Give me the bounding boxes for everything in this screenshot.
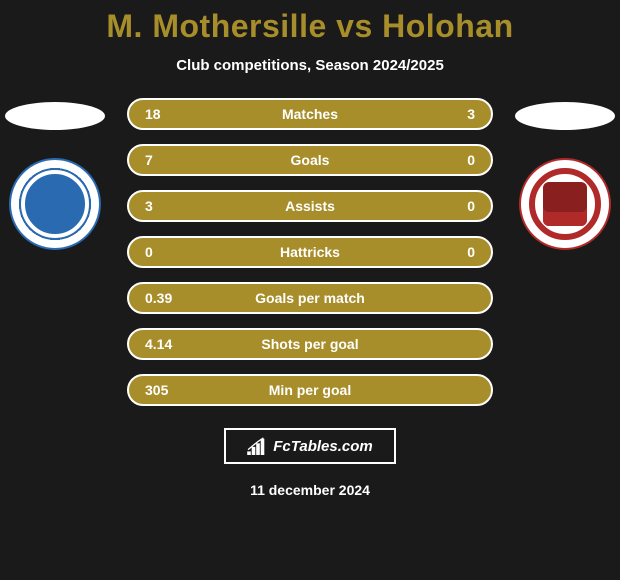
stat-label: Assists [129, 198, 491, 214]
brand-text: FcTables.com [273, 438, 372, 455]
photo-placeholder-right [515, 102, 615, 130]
subtitle: Club competitions, Season 2024/2025 [0, 57, 620, 74]
brand-icon [247, 437, 269, 455]
club-crest-right [519, 158, 611, 250]
stat-row: 0Hattricks0 [127, 236, 493, 268]
stat-row: 18Matches3 [127, 98, 493, 130]
stat-row: 0.39Goals per match [127, 282, 493, 314]
stat-row: 3Assists0 [127, 190, 493, 222]
stats-list: 18Matches3 7Goals0 3Assists0 0Hattricks0 0.3… [127, 98, 493, 406]
stat-row: 4.14Shots per goal [127, 328, 493, 360]
stat-label: Hattricks [129, 244, 491, 260]
stat-row: 305Min per goal [127, 374, 493, 406]
comparison-card: M. Mothersille vs Holohan Club competiti… [0, 0, 620, 580]
content-area: 18Matches3 7Goals0 3Assists0 0Hattricks0 0.3… [0, 98, 620, 406]
brand-badge: FcTables.com [224, 428, 396, 464]
date-label: 11 december 2024 [0, 482, 620, 498]
stat-label: Shots per goal [129, 336, 491, 352]
stat-label: Goals [129, 152, 491, 168]
player-right-panel [510, 98, 620, 250]
page-title: M. Mothersille vs Holohan [0, 8, 620, 45]
club-crest-left [9, 158, 101, 250]
stat-row: 7Goals0 [127, 144, 493, 176]
stat-label: Goals per match [129, 290, 491, 306]
player-left-panel [0, 98, 110, 250]
photo-placeholder-left [5, 102, 105, 130]
stat-label: Matches [129, 106, 491, 122]
stat-label: Min per goal [129, 382, 491, 398]
